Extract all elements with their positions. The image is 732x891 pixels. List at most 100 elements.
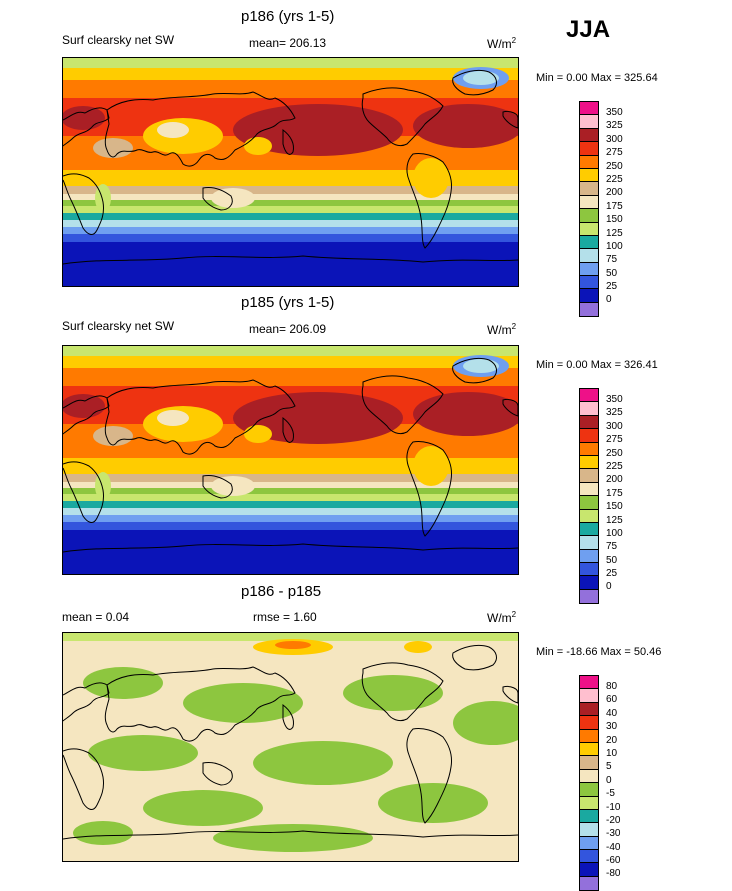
panel-3-colorbar — [579, 675, 599, 891]
colorbar-swatch — [580, 563, 598, 577]
colorbar-swatch — [580, 235, 598, 250]
colorbar-swatch — [580, 863, 598, 877]
colorbar-label: 20 — [606, 734, 618, 746]
panel-1-title: p186 (yrs 1-5) — [241, 8, 335, 25]
colorbar-label: -10 — [606, 801, 621, 813]
panel-3-title: p186 - p185 — [241, 583, 322, 600]
colorbar-label: 0 — [606, 774, 612, 786]
colorbar-label: 100 — [606, 240, 623, 252]
colorbar-swatch — [580, 796, 598, 810]
colorbar-label: 25 — [606, 281, 618, 293]
colorbar-swatch — [580, 415, 598, 430]
colorbar-swatch — [580, 209, 598, 223]
panel-2-colorbar-labels: 350 325 300 275 250 225 200 175 150 125 100 75 50 25 0 — [606, 393, 623, 594]
panel-2-variable-label: Surf clearsky net SW — [62, 319, 175, 333]
colorbar-label: 300 — [606, 420, 623, 432]
colorbar-swatch — [580, 195, 598, 210]
colorbar-label: 25 — [606, 568, 618, 580]
colorbar-swatch — [580, 442, 598, 456]
colorbar-swatch — [580, 455, 598, 470]
colorbar-swatch — [580, 389, 598, 403]
colorbar-swatch — [580, 589, 598, 604]
colorbar-swatch — [580, 262, 598, 277]
panel-1-variable-label: Surf clearsky net SW — [62, 33, 175, 47]
panel-1-colorbar — [579, 101, 599, 318]
panel-3-minmax: Min = -18.66 Max = 50.46 — [536, 646, 662, 658]
colorbar-label: 75 — [606, 541, 618, 553]
colorbar-label: 275 — [606, 147, 623, 159]
colorbar-swatch — [580, 783, 598, 797]
colorbar-swatch — [580, 155, 598, 169]
panel-1-colorbar-labels: 350 325 300 275 250 225 200 175 150 125 100 75 50 25 0 — [606, 106, 623, 307]
colorbar-swatch — [580, 742, 598, 757]
colorbar-swatch — [580, 756, 598, 770]
colorbar-swatch — [580, 536, 598, 550]
colorbar-label: -80 — [606, 868, 621, 880]
colorbar-label: 60 — [606, 694, 618, 706]
colorbar-label: -20 — [606, 814, 621, 826]
colorbar-swatch — [580, 689, 598, 703]
colorbar-label: 225 — [606, 173, 623, 185]
panel-2-colorbar — [579, 388, 599, 605]
panel-3-units: W/m2 — [487, 610, 517, 625]
colorbar-label: 75 — [606, 254, 618, 266]
colorbar-swatch — [580, 676, 598, 690]
panel-1-map — [62, 57, 519, 287]
colorbar-label: -60 — [606, 855, 621, 867]
panel-3-rmse-label: rmse = 1.60 — [253, 610, 317, 624]
colorbar-label: 350 — [606, 394, 623, 405]
panel-1-units: W/m2 — [487, 36, 517, 51]
colorbar-swatch — [580, 276, 598, 290]
colorbar-label: 250 — [606, 447, 623, 459]
colorbar-label: -5 — [606, 788, 615, 800]
colorbar-swatch — [580, 142, 598, 156]
colorbar-label: 200 — [606, 474, 623, 486]
panel-3-colorbar-labels: 80 60 40 30 20 10 5 0 -5 -10 -20 -30 -40 -60 -80 — [606, 680, 620, 881]
colorbar-label: 125 — [606, 227, 623, 239]
panel-3-map — [62, 632, 519, 862]
colorbar-swatch — [580, 850, 598, 864]
colorbar-swatch — [580, 702, 598, 717]
colorbar-swatch — [580, 809, 598, 824]
panel-2-units: W/m2 — [487, 322, 517, 337]
colorbar-swatch — [580, 128, 598, 143]
colorbar-swatch — [580, 522, 598, 537]
colorbar-swatch — [580, 429, 598, 443]
colorbar-label: 0 — [606, 294, 612, 306]
colorbar-swatch — [580, 289, 598, 303]
colorbar-swatch — [580, 823, 598, 837]
colorbar-label: 225 — [606, 460, 623, 472]
colorbar-label: 5 — [606, 761, 612, 773]
colorbar-swatch — [580, 182, 598, 196]
colorbar-swatch — [580, 729, 598, 743]
colorbar-label: 150 — [606, 501, 623, 513]
panel-2-title: p185 (yrs 1-5) — [241, 294, 335, 311]
colorbar-swatch — [580, 836, 598, 851]
colorbar-swatch — [580, 302, 598, 317]
colorbar-swatch — [580, 769, 598, 784]
colorbar-label: 50 — [606, 267, 618, 279]
colorbar-label: 30 — [606, 721, 618, 733]
colorbar-swatch — [580, 115, 598, 129]
colorbar-label: 300 — [606, 133, 623, 145]
colorbar-swatch — [580, 469, 598, 483]
colorbar-label: -30 — [606, 828, 621, 840]
colorbar-label: 150 — [606, 214, 623, 226]
colorbar-swatch — [580, 576, 598, 590]
colorbar-label: 100 — [606, 527, 623, 539]
colorbar-swatch — [580, 716, 598, 730]
colorbar-label: 40 — [606, 707, 618, 719]
colorbar-label: 50 — [606, 554, 618, 566]
colorbar-label: 325 — [606, 407, 623, 419]
colorbar-label: 0 — [606, 581, 612, 593]
colorbar-label: 175 — [606, 487, 623, 499]
colorbar-label: -40 — [606, 841, 621, 853]
panel-1-mean-label: mean= 206.13 — [249, 36, 327, 50]
colorbar-label: 250 — [606, 160, 623, 172]
colorbar-label: 10 — [606, 747, 618, 759]
colorbar-label: 80 — [606, 681, 618, 692]
panel-1-minmax: Min = 0.00 Max = 325.64 — [536, 72, 658, 84]
colorbar-swatch — [580, 549, 598, 564]
colorbar-label: 200 — [606, 187, 623, 199]
colorbar-swatch — [580, 509, 598, 523]
